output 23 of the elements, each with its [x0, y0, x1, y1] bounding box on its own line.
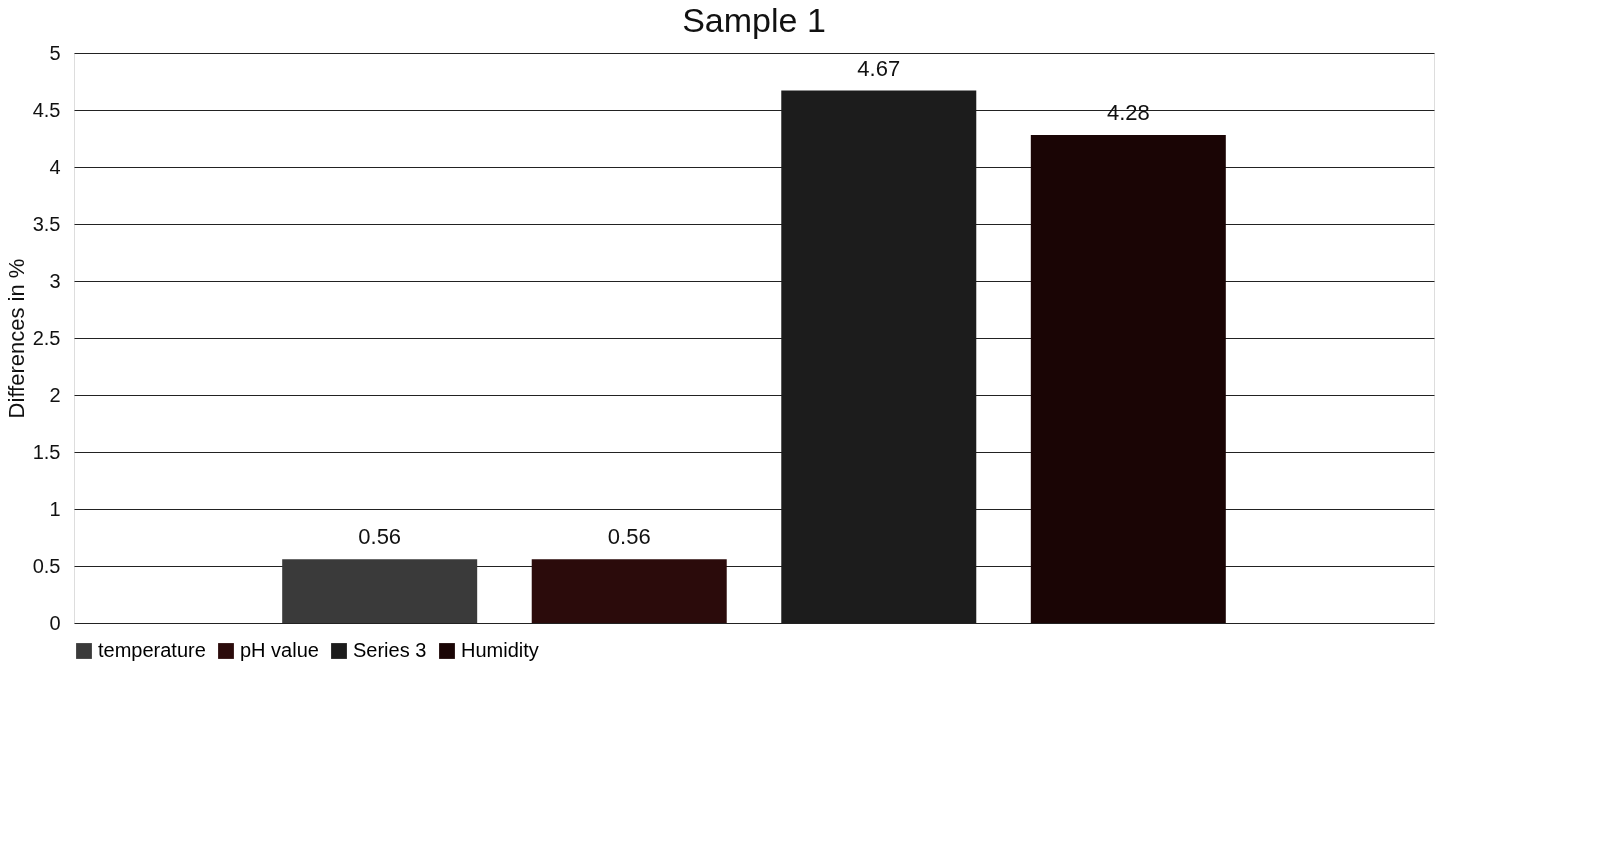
y-axis-title: Differences in % [3, 258, 29, 419]
y-tick-label: 1.5 [32, 440, 61, 463]
legend-label: temperature [98, 639, 206, 661]
data-label: 4.67 [857, 55, 901, 81]
legend-label: pH value [240, 639, 319, 661]
y-tick-label: 0 [49, 611, 61, 634]
y-tick-label: 5 [49, 41, 61, 64]
bar [531, 559, 727, 623]
y-tick-label: 0.5 [32, 554, 61, 577]
y-tick-label: 2 [49, 383, 61, 406]
y-tick-label: 3 [49, 269, 61, 292]
bar [282, 559, 478, 623]
legend-label: Series 3 [353, 639, 427, 661]
legend-label: Humidity [461, 639, 539, 661]
y-tick-label: 1 [49, 497, 61, 520]
chart-title: Sample 1 [682, 1, 826, 39]
y-tick-label: 3.5 [32, 212, 61, 235]
y-tick-label: 2.5 [32, 326, 61, 349]
bar [1030, 135, 1226, 623]
y-tick-label: 4 [49, 155, 61, 178]
data-label: 0.56 [607, 524, 651, 550]
data-label: 0.56 [358, 524, 402, 550]
y-tick-label: 4.5 [32, 98, 61, 121]
